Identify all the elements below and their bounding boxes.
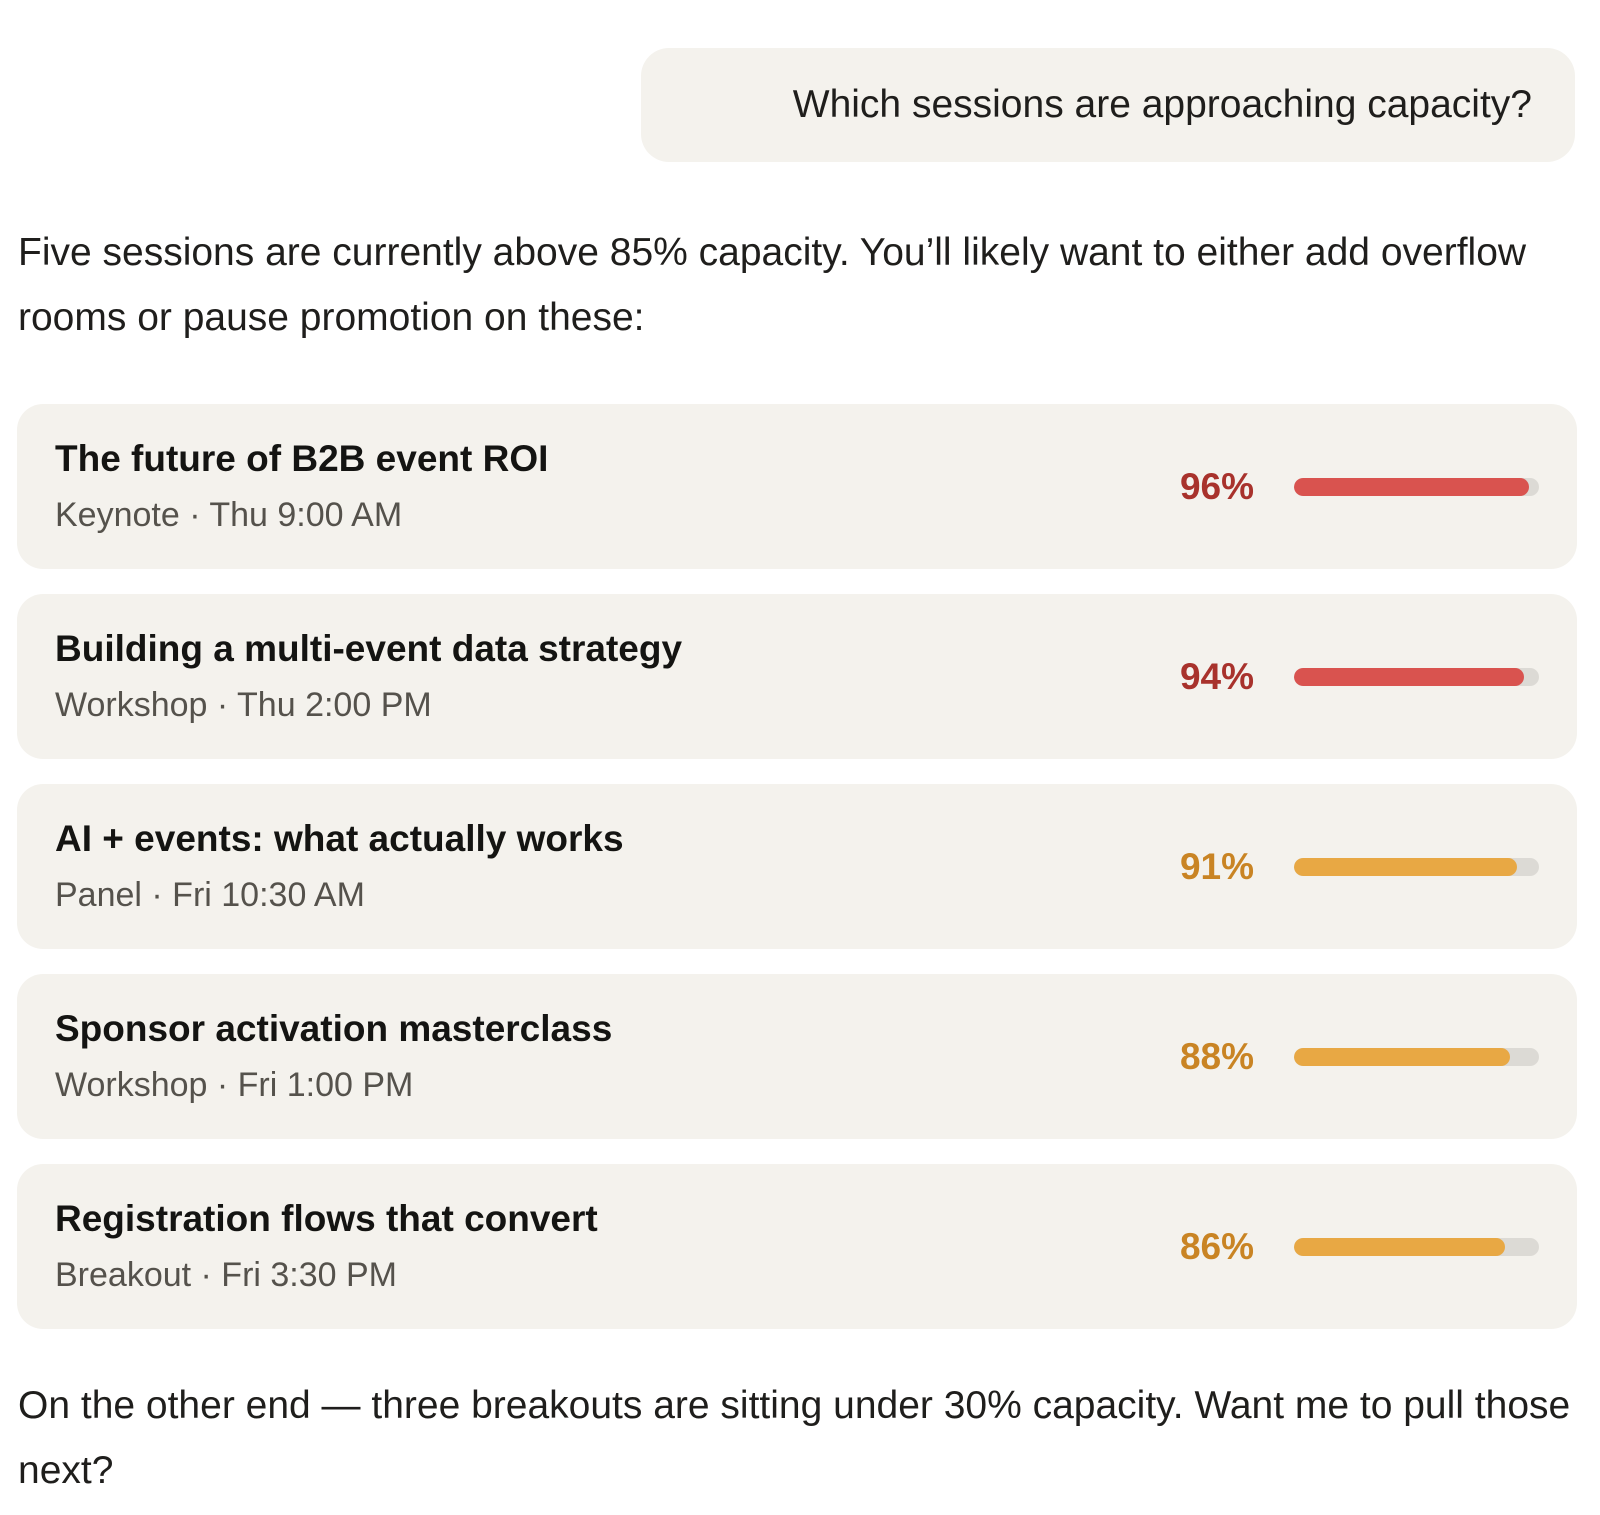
session-title: AI + events: what actually works (55, 817, 624, 859)
session-card: Building a multi-event data strategy Wor… (17, 594, 1577, 759)
session-title: Registration flows that convert (55, 1197, 598, 1239)
session-meta: Breakout · Fri 3:30 PM (55, 1255, 398, 1294)
session-card: Registration flows that convert Breakout… (17, 1164, 1577, 1329)
session-list: The future of B2B event ROI Keynote · Th… (17, 404, 1577, 1354)
capacity-percent: 88% (1179, 1035, 1254, 1077)
session-title: Building a multi-event data strategy (55, 627, 683, 669)
session-card: AI + events: what actually works Panel ·… (17, 784, 1577, 949)
capacity-percent: 94% (1179, 655, 1254, 697)
session-card: The future of B2B event ROI Keynote · Th… (17, 404, 1577, 569)
session-info: Building a multi-event data strategy Wor… (55, 626, 1144, 728)
capacity-bar-fill (1294, 1047, 1510, 1066)
capacity-bar-fill (1294, 1237, 1505, 1256)
user-message-text: Which sessions are approaching capacity? (792, 83, 1532, 126)
capacity-bar (1294, 477, 1539, 496)
assistant-intro-text: Five sessions are currently above 85% ca… (18, 231, 1527, 339)
capacity-percent: 91% (1179, 845, 1254, 887)
session-info: Registration flows that convert Breakout… (55, 1196, 1144, 1298)
capacity-bar (1294, 857, 1539, 876)
user-message-bubble: Which sessions are approaching capacity? (641, 48, 1575, 162)
session-meta: Keynote · Thu 9:00 AM (55, 495, 403, 534)
session-title: The future of B2B event ROI (55, 437, 549, 479)
capacity-bar (1294, 667, 1539, 686)
session-info: Sponsor activation masterclass Workshop … (55, 1006, 1144, 1108)
capacity-percent: 96% (1179, 465, 1254, 507)
capacity-percent: 86% (1179, 1225, 1254, 1267)
session-meta: Workshop · Thu 2:00 PM (55, 685, 432, 724)
session-info: The future of B2B event ROI Keynote · Th… (55, 436, 1144, 538)
capacity-bar-fill (1294, 857, 1517, 876)
capacity-bar (1294, 1047, 1539, 1066)
assistant-outro-text: On the other end — three breakouts are s… (18, 1384, 1571, 1492)
session-card: Sponsor activation masterclass Workshop … (17, 974, 1577, 1139)
capacity-bar (1294, 1237, 1539, 1256)
session-meta: Workshop · Fri 1:00 PM (55, 1065, 414, 1104)
session-info: AI + events: what actually works Panel ·… (55, 816, 1144, 918)
capacity-bar-fill (1294, 667, 1525, 686)
session-title: Sponsor activation masterclass (55, 1007, 613, 1049)
session-meta: Panel · Fri 10:30 AM (55, 875, 365, 914)
capacity-bar-fill (1294, 477, 1530, 496)
